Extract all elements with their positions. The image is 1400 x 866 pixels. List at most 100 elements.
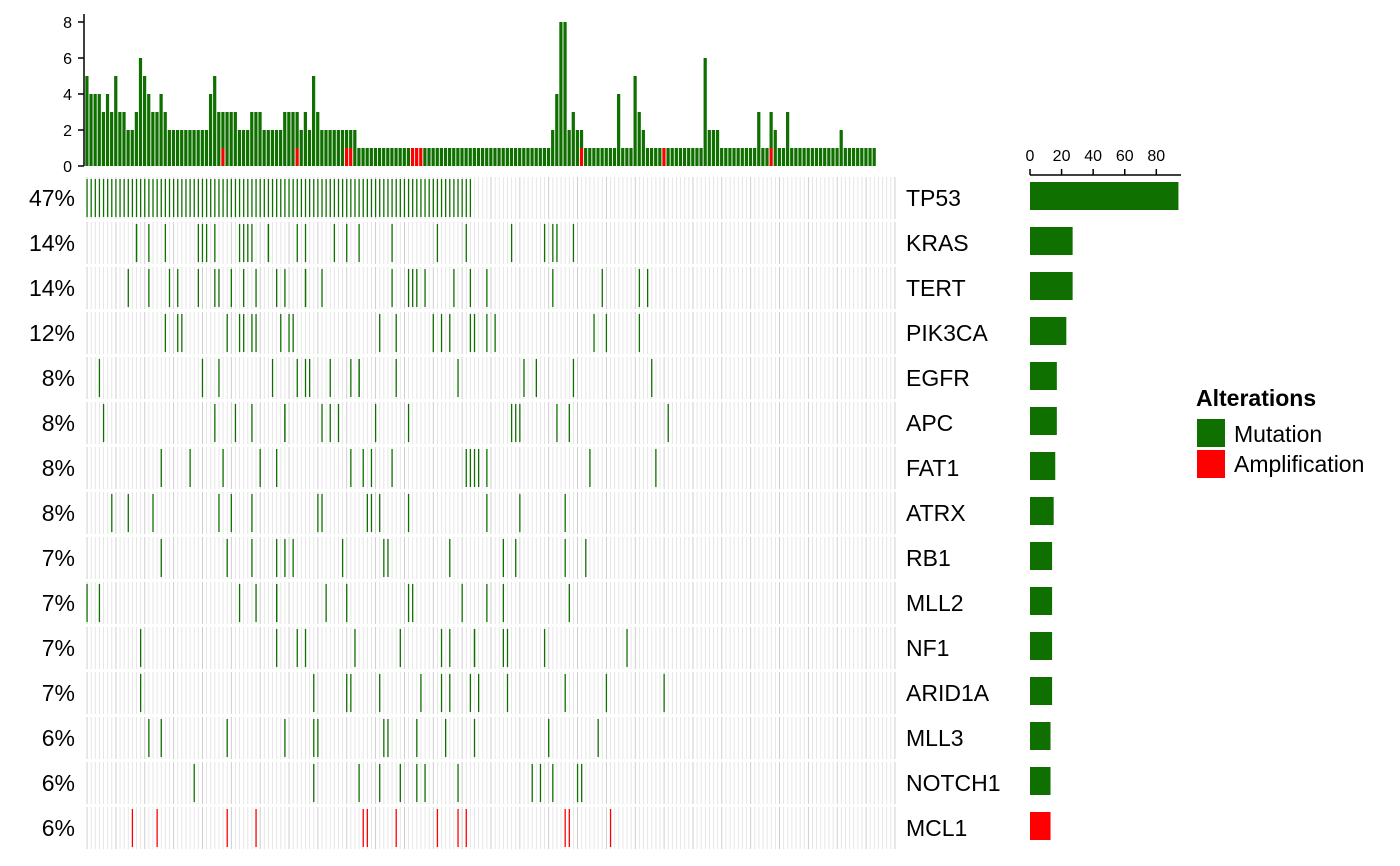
legend-swatch-amplification: [1197, 450, 1225, 478]
gene-bar-nf1: [1030, 632, 1053, 660]
sample-bar-mutation: [283, 112, 287, 166]
sample-bar-mutation: [468, 148, 472, 166]
sample-bar-mutation: [303, 112, 307, 166]
sample-bar-mutation: [406, 148, 411, 166]
sample-bar-mutation: [497, 148, 501, 166]
sample-bar-mutation: [666, 148, 670, 166]
sample-bar-mutation: [332, 130, 336, 166]
sample-bar-mutation: [266, 130, 270, 166]
sample-bar-mutation: [130, 130, 134, 166]
right-axis-tick-label: 80: [1147, 148, 1165, 165]
top-axis-tick-label: 8: [63, 15, 72, 32]
gene-label-rb1: RB1: [906, 545, 951, 571]
sample-bar-mutation: [221, 112, 225, 148]
sample-bar-mutation: [143, 76, 147, 166]
percent-label-rb1: 7%: [42, 545, 75, 571]
gene-label-pik3ca: PIK3CA: [906, 320, 988, 346]
sample-bar-mutation: [765, 148, 769, 166]
sample-bar-mutation: [476, 148, 481, 166]
legend-swatch-mutation: [1197, 419, 1225, 447]
sample-bar-mutation: [588, 148, 592, 166]
sample-bar-mutation: [753, 148, 757, 166]
gene-bar-kras: [1030, 227, 1073, 255]
gene-label-atrx: ATRX: [906, 500, 966, 526]
sample-bar-mutation: [85, 76, 89, 166]
percent-label-pik3ca: 12%: [29, 320, 75, 346]
sample-bar-mutation: [856, 148, 860, 166]
percent-label-atrx: 8%: [42, 500, 75, 526]
sample-bar-mutation: [349, 130, 353, 148]
sample-bar-mutation: [213, 76, 217, 166]
matrix-row-mcl1: [86, 807, 896, 849]
sample-bar-mutation: [291, 112, 295, 166]
sample-bar-mutation: [744, 148, 749, 166]
sample-bar-mutation: [608, 148, 612, 166]
sample-bar-mutation: [312, 76, 316, 166]
sample-bar-mutation: [736, 148, 740, 166]
sample-bar-mutation: [377, 148, 382, 166]
gene-label-egfr: EGFR: [906, 365, 970, 391]
sample-bar-mutation: [180, 130, 184, 166]
sample-bar-mutation: [563, 22, 567, 166]
percent-label-arid1a: 7%: [42, 680, 75, 706]
sample-bar-mutation: [456, 148, 460, 166]
right-axis-tick-label: 20: [1053, 148, 1071, 165]
gene-label-mll2: MLL2: [906, 590, 964, 616]
sample-bar-mutation: [851, 148, 856, 166]
gene-bar-rb1: [1030, 542, 1053, 570]
sample-bar-mutation: [827, 148, 831, 166]
matrix-row-atrx: [86, 492, 896, 534]
sample-bar-mutation: [287, 112, 291, 166]
top-axis-tick-label: 4: [63, 87, 72, 104]
sample-bar-mutation: [794, 148, 798, 166]
sample-bar-mutation: [699, 148, 703, 166]
sample-bar-mutation: [682, 148, 687, 166]
sample-bar-mutation: [649, 148, 654, 166]
top-axis-tick-label: 0: [63, 159, 72, 176]
top-axis-tick-label: 2: [63, 123, 72, 140]
sample-bar-mutation: [233, 112, 237, 166]
matrix-row-kras: [86, 222, 896, 264]
sample-bar-mutation: [357, 148, 361, 166]
sample-bar-amplification: [349, 148, 353, 166]
sample-bar-mutation: [225, 112, 229, 166]
sample-bar-mutation: [324, 130, 328, 166]
sample-bar-mutation: [674, 148, 678, 166]
sample-bar-mutation: [373, 148, 378, 166]
sample-bar-mutation: [155, 112, 159, 166]
sample-bar-mutation: [229, 112, 233, 166]
sample-bar-mutation: [633, 76, 637, 166]
matrix-row-fat1: [86, 447, 896, 489]
sample-bar-mutation: [555, 94, 559, 166]
gene-label-mcl1: MCL1: [906, 815, 967, 841]
sample-bar-mutation: [505, 148, 509, 166]
right-axis-tick-label: 60: [1116, 148, 1134, 165]
sample-bar-mutation: [720, 148, 724, 166]
gene-label-kras: KRAS: [906, 230, 969, 256]
sample-bar-mutation: [489, 148, 493, 166]
sample-bar-mutation: [818, 148, 823, 166]
sample-bar-mutation: [501, 148, 505, 166]
sample-bar-mutation: [439, 148, 443, 166]
sample-bar-amplification: [579, 148, 584, 166]
gene-label-apc: APC: [906, 410, 953, 436]
sample-bar-mutation: [571, 112, 575, 166]
sample-bar-mutation: [802, 148, 806, 166]
percent-label-kras: 14%: [29, 230, 75, 256]
sample-bar-mutation: [336, 130, 340, 166]
sample-bar-mutation: [740, 148, 744, 166]
sample-bar-mutation: [423, 148, 427, 166]
sample-bar-mutation: [839, 130, 843, 166]
gene-alteration-count-barplot: 0 20 40 60 80: [1026, 148, 1181, 840]
sample-bar-mutation: [546, 148, 551, 166]
sample-bar-mutation: [274, 130, 279, 166]
sample-bar-mutation: [703, 58, 707, 166]
legend-label-amplification: Amplification: [1234, 451, 1364, 477]
sample-bar-mutation: [518, 148, 522, 166]
sample-bar-mutation: [188, 130, 192, 166]
gene-label-nf1: NF1: [906, 635, 949, 661]
sample-bar-mutation: [847, 148, 852, 166]
sample-alteration-count-barplot: 0 2 4 6 8: [63, 14, 876, 176]
right-axis-tick-label: 0: [1026, 148, 1035, 165]
sample-bar-mutation: [114, 76, 118, 166]
